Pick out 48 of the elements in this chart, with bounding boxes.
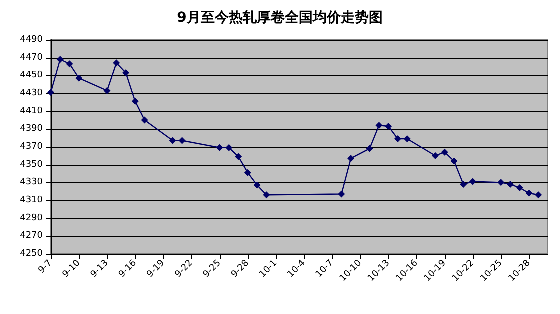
point: [498, 179, 505, 186]
point: [113, 60, 120, 67]
y-tick-label: 4350: [20, 160, 44, 170]
point: [506, 180, 514, 188]
point: [178, 137, 186, 144]
point: [169, 137, 176, 144]
point: [376, 122, 383, 130]
y-tick-label: 4490: [20, 35, 44, 45]
point: [450, 158, 458, 165]
point: [366, 145, 374, 152]
point: [404, 135, 411, 142]
y-tick-label: 4370: [20, 142, 44, 152]
point: [469, 178, 476, 186]
point: [348, 155, 355, 162]
y-tick-label: 4330: [20, 178, 44, 188]
point: [516, 184, 524, 192]
point: [226, 144, 233, 152]
point: [66, 60, 74, 68]
point: [441, 148, 448, 156]
y-tick-label: 4250: [20, 249, 44, 259]
point: [244, 169, 252, 176]
point: [254, 182, 261, 189]
point: [338, 190, 346, 198]
point: [432, 152, 439, 160]
y-tick-label: 4290: [20, 213, 44, 224]
y-tick-label: 4410: [20, 106, 44, 116]
y-tick-label: 4270: [20, 231, 44, 242]
point: [526, 190, 533, 197]
point: [141, 116, 148, 124]
y-tick-label: 4450: [20, 70, 44, 81]
x-tick-label: 9-7: [37, 258, 55, 276]
point: [216, 144, 224, 152]
point: [263, 192, 270, 199]
y-tick-label: 4470: [20, 52, 44, 63]
point: [56, 56, 64, 64]
point: [535, 192, 542, 199]
point: [460, 180, 468, 188]
point: [122, 69, 130, 76]
y-tick-label: 4430: [20, 88, 44, 98]
point: [76, 74, 83, 82]
point: [104, 87, 111, 94]
y-tick-label: 4390: [20, 124, 44, 134]
point: [132, 98, 139, 106]
point: [394, 135, 402, 142]
point: [385, 122, 392, 130]
y-tick-label: 4310: [20, 196, 44, 206]
point: [235, 153, 242, 160]
chart-title: 9月至今热轧厚卷全国均价走势图: [177, 10, 383, 26]
